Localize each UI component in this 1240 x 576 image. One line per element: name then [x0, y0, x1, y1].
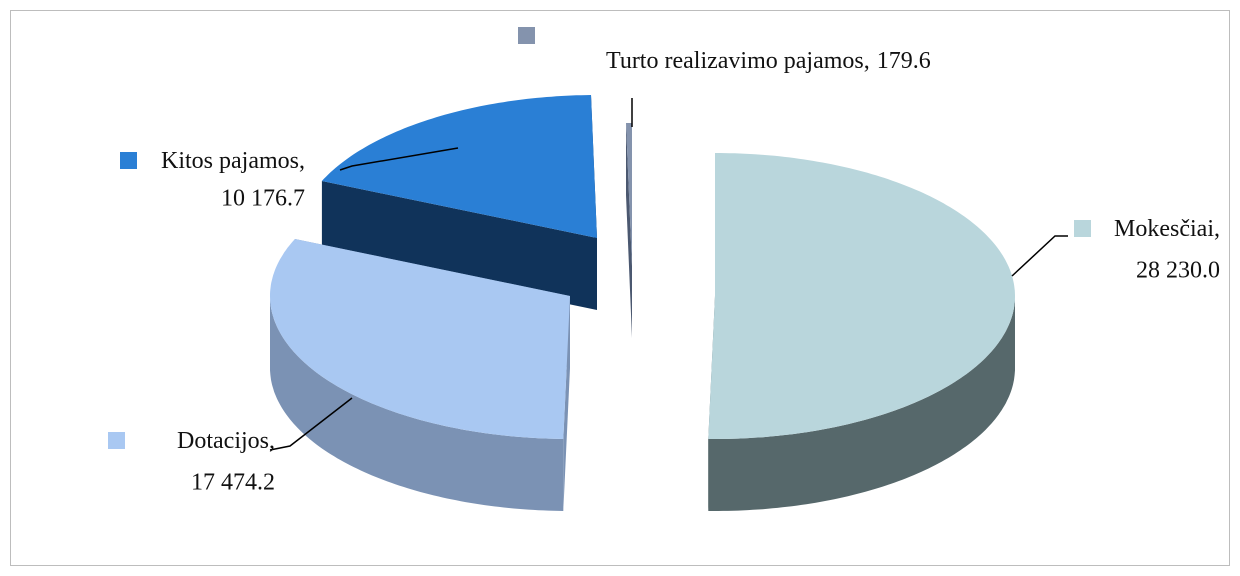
chart-border — [10, 10, 1230, 566]
label-separator: , — [864, 48, 870, 74]
category-label: Kitos pajamos — [161, 148, 299, 174]
data-label: Kitos pajamos, — [161, 148, 305, 174]
slice — [270, 239, 570, 439]
value-label: 10 176.7 — [221, 186, 305, 212]
legend-marker — [120, 152, 137, 169]
leader-line — [269, 397, 353, 451]
label-separator: , — [269, 428, 275, 454]
data-label: Dotacijos, — [177, 428, 275, 454]
data-label: Mokesčiai, — [1114, 216, 1220, 242]
label-separator: , — [1214, 216, 1220, 242]
data-label: Turto realizavimo pajamos, 179.6 — [606, 48, 931, 74]
legend-marker — [518, 27, 535, 44]
slice-side — [708, 296, 1015, 511]
legend-marker — [1074, 220, 1091, 237]
value-label: 28 230.0 — [1136, 258, 1220, 284]
legend-marker — [108, 432, 125, 449]
category-label: Turto realizavimo pajamos — [606, 48, 864, 74]
category-label: Dotacijos — [177, 428, 269, 454]
leader-line — [1011, 235, 1068, 277]
value-label: 179.6 — [877, 48, 931, 74]
slice-cut-face — [626, 123, 632, 338]
value-label: 17 474.2 — [191, 470, 275, 496]
slice — [708, 153, 1015, 439]
pie — [270, 95, 1015, 511]
labels: Mokesčiai, 28 230.0 Dotacijos, 17 474.2 Kito… — [108, 27, 1220, 496]
category-label: Mokesčiai — [1114, 216, 1214, 242]
slice — [626, 123, 632, 266]
leader-line — [339, 147, 459, 171]
slice-side — [270, 296, 564, 511]
label-separator: , — [299, 148, 305, 174]
slice-cut-face — [321, 181, 597, 310]
slice — [321, 95, 597, 238]
